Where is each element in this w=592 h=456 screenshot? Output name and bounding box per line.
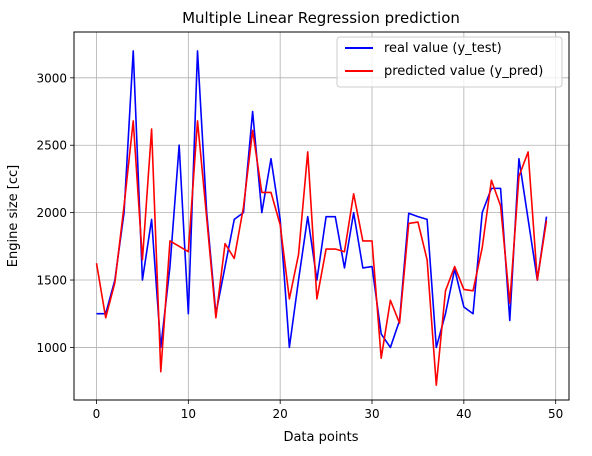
y-axis-label: Engine size [cc]: [6, 165, 21, 267]
legend-label-real: real value (y_test): [384, 41, 502, 56]
y-tick-label: 2000: [36, 206, 67, 220]
series-lines: [95, 50, 548, 386]
axis-ticks: 0 10 20 30 40 50 1000 1500 2000 2500 3000: [36, 71, 563, 421]
series-line-real: [96, 50, 548, 349]
y-tick-label: 3000: [36, 71, 67, 85]
series-line-predicted: [95, 120, 548, 386]
x-tick-label: 0: [93, 407, 101, 421]
chart-title: Multiple Linear Regression prediction: [182, 9, 460, 27]
x-tick-label: 10: [181, 407, 196, 421]
plot-frame: [73, 31, 570, 401]
x-tick-label: 50: [548, 407, 563, 421]
y-tick-label: 1500: [36, 274, 67, 288]
legend-label-predicted: predicted value (y_pred): [384, 64, 543, 79]
y-tick-label: 2500: [36, 139, 67, 153]
x-tick-label: 30: [364, 407, 379, 421]
legend: real value (y_test) predicted value (y_p…: [336, 36, 563, 88]
y-tick-label: 1000: [36, 341, 67, 355]
legend-box: [336, 36, 563, 88]
x-tick-label: 40: [456, 407, 471, 421]
x-tick-label: 20: [273, 407, 288, 421]
grid: [74, 32, 569, 400]
x-axis-label: Data points: [283, 430, 358, 445]
